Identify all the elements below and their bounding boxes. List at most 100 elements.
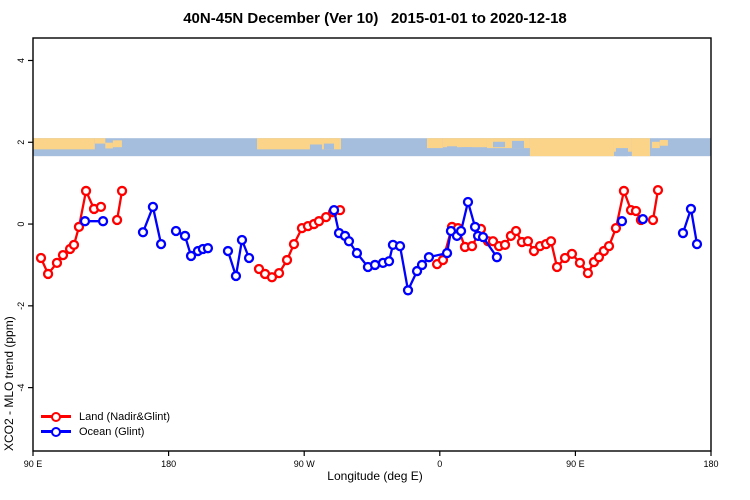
land-series-marker [41,411,71,422]
ocean-series-point [441,247,453,259]
map-strip-land-segment [94,138,106,144]
map-strip-land-segment [112,140,122,148]
map-strip-land-segment [529,138,614,157]
land-series-point [51,257,63,269]
plot-border [32,37,712,452]
ocean-series-point [343,236,355,247]
ocean-series-point [230,270,242,282]
ocean-series-circle-icon [51,426,61,437]
map-strip-land-segment [651,141,660,149]
map-strip-land-segment [426,138,443,149]
ocean-series-point [137,227,149,238]
ocean-series-point [394,240,406,252]
land-series-point [647,214,659,226]
land-series-point [630,205,642,217]
land-series-point [603,240,615,252]
ocean-series-point [222,245,234,257]
ocean-series-point [147,201,159,213]
x-tick-label: 0 [437,459,442,469]
land-series-point [281,254,293,266]
legend-item-land: Land (Nadir&Glint) [41,409,170,424]
ocean-series-point [351,247,363,259]
x-tick-label: 180 [161,459,176,469]
x-tick-label: 90 W [294,459,316,469]
land-series-point [320,211,332,223]
land-series-point [566,248,578,260]
land-series-circle-icon [51,411,61,422]
ocean-series-point [462,196,474,208]
ocean-series-point [97,216,109,227]
ocean-series-point [185,250,197,262]
map-strip-ocean-patch [323,143,335,150]
y-tick-label: -2 [16,302,26,310]
land-series-point [510,225,522,237]
chart-title: 40N-45N December (Ver 10) 2015-01-01 to … [183,10,567,27]
x-tick-label: 90 E [24,459,43,469]
land-series-point [288,238,300,250]
ocean-series-point [383,256,395,267]
map-strip-ocean-patch [615,148,628,157]
land-series-point [80,185,92,197]
land-series-point [273,267,285,279]
land-series-point [574,257,586,269]
ocean-series-point [202,243,214,254]
ocean-series-point [416,259,428,271]
ocean-series-marker [41,426,71,437]
ocean-series-point [236,234,248,246]
ocean-series-point [402,285,414,296]
land-series-point [35,252,47,264]
ocean-series-line [141,202,163,245]
map-strip-ocean-patch [492,141,506,148]
ocean-series-point [491,252,503,263]
map-strip-ocean-patch [461,147,473,153]
map-strip-ocean-patch [511,140,525,149]
ocean-series-point [170,225,182,237]
land-series-point [545,236,557,247]
land-series-point [610,222,622,234]
ocean-series-point [155,238,167,250]
y-tick-label: 0 [16,222,26,227]
ocean-series-point [677,227,689,239]
ocean-series-point [616,216,628,227]
ocean-series-point [179,230,191,242]
ocean-series-point [691,238,703,250]
land-series-point [42,268,54,280]
land-series-point [111,214,123,226]
land-series-point [551,261,563,273]
legend-item-ocean: Ocean (Glint) [41,424,170,439]
ocean-series-point [243,252,255,264]
land-series-point [522,236,534,247]
land-series-point [73,221,85,233]
ocean-series-line [681,208,699,245]
legend-label-land: Land (Nadir&Glint) [79,410,171,423]
land-series-point [57,249,69,261]
map-strip-land-segment [486,138,530,149]
map-strip-land-segment [442,138,487,148]
map-strip-land-segment [257,138,341,150]
ocean-series-point [455,225,467,237]
x-tick-label: 90 E [566,459,585,469]
ocean-series-point [477,231,489,243]
map-strip-land-segment [105,142,113,149]
ocean-series-point [369,259,381,271]
land-series-point [116,185,128,197]
ocean-series-point [637,213,649,225]
map-strip-ocean-patch [447,146,457,153]
y-tick-label: 2 [16,140,26,145]
ocean-series-point [328,205,340,216]
map-strip-ocean-patch [309,144,322,150]
map-strip-land-segment [631,138,650,157]
ocean-series-point [685,203,697,215]
ocean-series-point [423,252,435,263]
ocean-series-line [226,235,251,277]
map-strip-land-segment [33,138,95,150]
land-series-point [466,240,478,252]
land-series-point [582,267,594,279]
y-tick-label: 4 [16,58,26,63]
land-series-point [499,239,511,251]
legend-label-ocean: Ocean (Glint) [79,425,145,438]
ocean-series-point [469,221,481,233]
land-series-point [68,239,80,251]
legend: Land (Nadir&Glint) Ocean (Glint) [41,409,170,439]
